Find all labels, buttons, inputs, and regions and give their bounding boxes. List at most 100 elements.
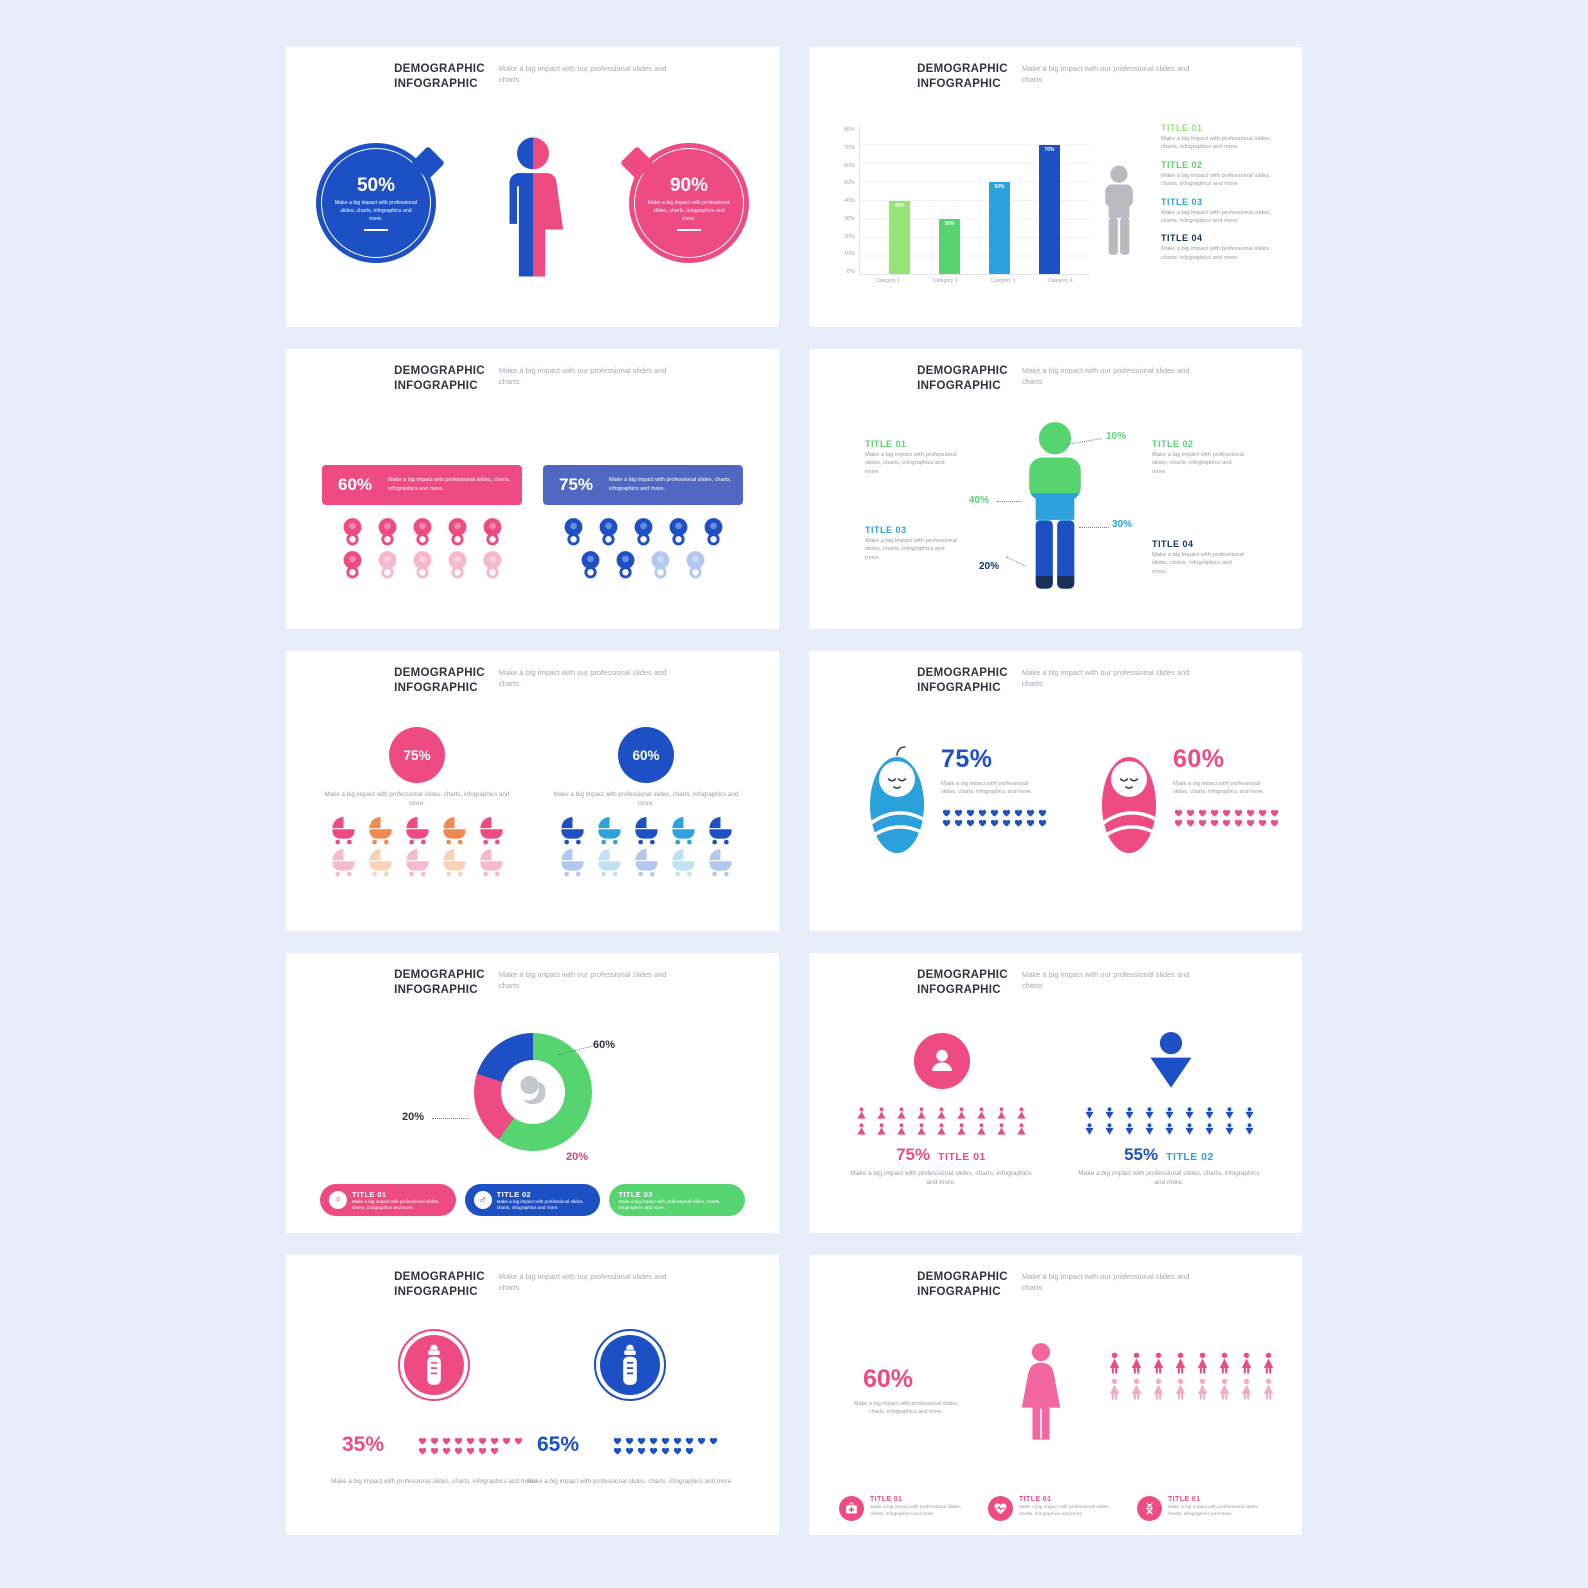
slide-header: DEMOGRAPHIC INFOGRAPHIC Make a big impac… [809, 364, 1302, 394]
title-label: TITLE 01 [1161, 123, 1203, 133]
slide-tagline: Make a big impact with our professional … [1021, 668, 1190, 689]
heart-icon [1002, 809, 1011, 817]
heart-icon [978, 819, 987, 827]
woman-tri-icon [875, 1122, 888, 1136]
heart-row-blue [940, 808, 1052, 828]
slide-6-swaddled-babies: DEMOGRAPHIC INFOGRAPHIC Make a big impac… [809, 651, 1302, 931]
title-label: TITLE 03 [865, 525, 907, 535]
stat-circle-blue: 60% [618, 727, 674, 783]
title-list: TITLE 01 Make a big impact with professi… [1161, 123, 1281, 262]
person-down-icon [1203, 1122, 1216, 1136]
heart-icon [1246, 809, 1255, 817]
stroller-row-blue [548, 815, 744, 879]
woman-tri-icon [955, 1106, 968, 1120]
woman-fig-icon [1237, 1378, 1256, 1402]
heart-icon [1222, 819, 1231, 827]
heart-pulse-icon [988, 1496, 1013, 1521]
woman-tri-icon [1015, 1106, 1028, 1120]
y-tick-label: 70% [843, 144, 855, 151]
percentage-value: 55% [1124, 1145, 1159, 1164]
item-title: TITLE 01 [1019, 1496, 1052, 1503]
pacifier-icon [339, 517, 366, 546]
heart-icon [1210, 809, 1219, 817]
percentage-value: 90% [669, 175, 709, 197]
percentage-value: 75% [896, 1145, 931, 1164]
stat-banner-blue: 75% Make a big impact with professional … [543, 465, 743, 505]
callout-percentage: 40% [969, 495, 990, 506]
stroller-icon [440, 817, 469, 845]
stroller-icon [558, 817, 587, 845]
bottle-badge-blue [594, 1329, 666, 1401]
heart-icon [1014, 809, 1023, 817]
slide-title: DEMOGRAPHIC INFOGRAPHIC [917, 62, 1008, 92]
stat-text: Make a big impact with professional slid… [853, 1401, 959, 1415]
person-down-icon [1143, 1122, 1156, 1136]
slide-title-line2: INFOGRAPHIC [394, 983, 478, 996]
title-label: TITLE 03 [1161, 196, 1203, 207]
slide-header: DEMOGRAPHIC INFOGRAPHIC Make a big impac… [809, 1270, 1302, 1300]
woman-fig-icon [1215, 1378, 1234, 1402]
heart-icon [430, 1437, 439, 1445]
slide-title-line1: DEMOGRAPHIC [917, 63, 1008, 75]
heart-icon [442, 1447, 451, 1455]
heart-icon [1246, 819, 1255, 827]
stroller-row-pink [319, 815, 515, 879]
pacifier-icon [479, 550, 506, 579]
item-title: TITLE 01 [1168, 1496, 1201, 1503]
slide-title-line1: DEMOGRAPHIC [917, 365, 1008, 377]
heart-icon [514, 1437, 523, 1445]
banner-text: Make a big impact with professional slid… [388, 477, 511, 492]
percentage-value: 75% [941, 745, 993, 773]
heart-icon [478, 1437, 487, 1445]
heart-icon [637, 1447, 646, 1455]
title-label: TITLE 01 [938, 1151, 986, 1163]
divider [677, 228, 701, 231]
woman-tri-icon [995, 1122, 1008, 1136]
segment-label: 60% [593, 1039, 616, 1051]
slide-title: DEMOGRAPHIC INFOGRAPHIC [917, 1270, 1008, 1300]
woman-tri-icon [855, 1122, 868, 1136]
slide-title-line2: INFOGRAPHIC [917, 77, 1001, 90]
sl-title-line1: DEMOGRAPHIC [917, 1271, 1008, 1283]
bar-value-label: 70% [1044, 147, 1055, 154]
woman-tri-icon [995, 1106, 1008, 1120]
heart-icon [673, 1447, 682, 1455]
slide-title-line2: INFOGRAPHIC [917, 1285, 1001, 1298]
woman-fig-icon [1237, 1352, 1256, 1376]
percentage-value: 75% [558, 475, 594, 494]
item-text: Make a big impact with professional slid… [1019, 1505, 1110, 1517]
woman-tri-icon [935, 1122, 948, 1136]
heart-icon [490, 1447, 499, 1455]
legend-title: TITLE 01 [352, 1189, 387, 1199]
divider [364, 228, 388, 231]
heart-icon [1234, 819, 1243, 827]
woman-fig-icon [1193, 1352, 1212, 1376]
slide-tagline: Make a big impact with our professional … [1021, 970, 1190, 991]
pacifier-icon [612, 550, 639, 579]
leader-line [997, 501, 1021, 502]
title-label: TITLE 04 [1152, 539, 1194, 549]
heart-icon [1210, 819, 1219, 827]
stroller-icon [366, 849, 395, 877]
footer-item-dna: TITLE 01 Make a big impact with professi… [1137, 1496, 1272, 1521]
stat-circle-pink: 75% [389, 727, 445, 783]
heart-icon [454, 1437, 463, 1445]
slide-1-gender-speech-bubbles: DEMOGRAPHIC INFOGRAPHIC Make a big impac… [286, 47, 779, 327]
slide-title: DEMOGRAPHIC INFOGRAPHIC [394, 1270, 485, 1300]
heart-icon [442, 1437, 451, 1445]
pacifier-icon [409, 550, 436, 579]
slide-header: DEMOGRAPHIC INFOGRAPHIC Make a big impac… [809, 62, 1302, 92]
y-tick-label: 40% [843, 198, 855, 204]
stroller-icon [403, 849, 432, 877]
stroller-icon [595, 817, 624, 845]
leader-line [432, 1118, 468, 1119]
person-circle-icon-pink [914, 1033, 970, 1089]
swaddled-baby-icon-blue [865, 743, 929, 863]
pacifier-icon [665, 517, 692, 546]
slide-title-line2: INFOGRAPHIC [394, 77, 478, 90]
legend-pill-male: ♂ TITLE 02 Make a big impact with profes… [464, 1184, 601, 1216]
woman-tri-icon [895, 1106, 908, 1120]
slide-tagline: Make a big impact with our professional … [498, 366, 667, 387]
woman-fig-icon [1259, 1378, 1278, 1402]
title-label: TITLE 02 [1166, 1151, 1214, 1163]
